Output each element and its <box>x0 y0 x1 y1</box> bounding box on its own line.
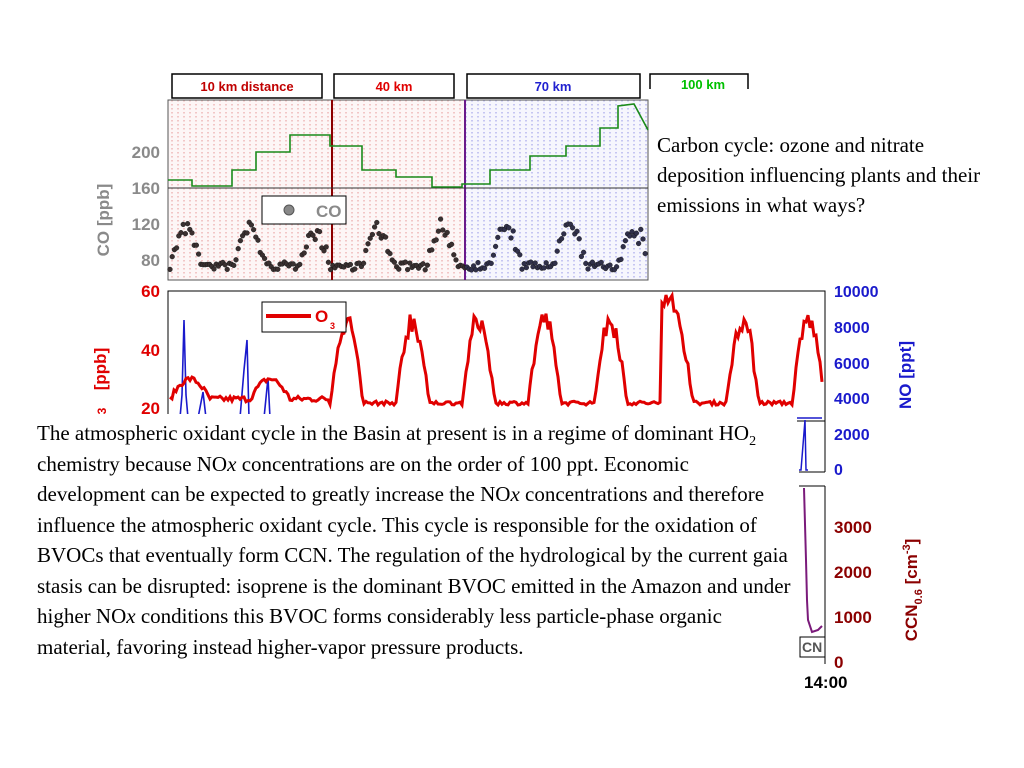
ccn-tick-0: 0 <box>834 653 843 672</box>
o3-axis-label: [ppb] <box>91 348 110 390</box>
no-tick-6000: 6000 <box>834 356 870 373</box>
ccn-tick-1000: 1000 <box>834 608 872 627</box>
co-axis-label: CO [ppb] <box>94 184 113 257</box>
co-legend-label: CO <box>316 202 342 221</box>
co-tick-200: 200 <box>132 143 160 162</box>
o3-legend-label: O <box>315 307 328 326</box>
o3-legend-sub: 3 <box>330 321 335 331</box>
ccn-legend-label: CN <box>802 639 822 655</box>
ccn-tick-2000: 2000 <box>834 563 872 582</box>
ccn-axis-label: CCN0.6 [cm-3] <box>901 539 925 642</box>
o3-tick-60: 60 <box>141 282 160 301</box>
no-tick-10000: 10000 <box>834 284 879 301</box>
time-axis-label: 14:00 <box>804 673 847 692</box>
o3-tick-40: 40 <box>141 341 160 360</box>
no-tick-2000: 2000 <box>834 427 870 444</box>
co-panel: CO 200 160 120 80 CO [ppb] <box>94 99 649 281</box>
no-tick-4000: 4000 <box>834 391 870 408</box>
o3-legend: O 3 <box>261 301 347 333</box>
distance-label-40km: 40 km <box>376 79 413 94</box>
no-axis-label: NO [ppt] <box>896 341 915 409</box>
ccn-panel: CN 3000 2000 1000 0 CCN0.6 [cm-3] 14:00 <box>799 485 925 692</box>
distance-label-70km: 70 km <box>535 79 572 94</box>
o3-tick-20: 20 <box>141 399 160 418</box>
side-note: Carbon cycle: ozone and nitrate depositi… <box>657 133 981 217</box>
co-legend: CO <box>261 195 347 225</box>
main-paragraph: The atmospheric oxidant cycle in the Bas… <box>0 414 797 714</box>
o3-axis-label-sub: 3 <box>95 407 109 414</box>
co-tick-80: 80 <box>141 251 160 270</box>
ccn-tick-3000: 3000 <box>834 518 872 537</box>
co-tick-160: 160 <box>132 179 160 198</box>
distance-labels: 10 km distance 40 km 70 km 100 km <box>171 73 749 99</box>
no-tick-8000: 8000 <box>834 320 870 337</box>
distance-label-10km: 10 km distance <box>200 79 293 94</box>
no-tick-0: 0 <box>834 462 843 479</box>
co-tick-120: 120 <box>132 215 160 234</box>
distance-label-100km: 100 km <box>681 77 725 92</box>
